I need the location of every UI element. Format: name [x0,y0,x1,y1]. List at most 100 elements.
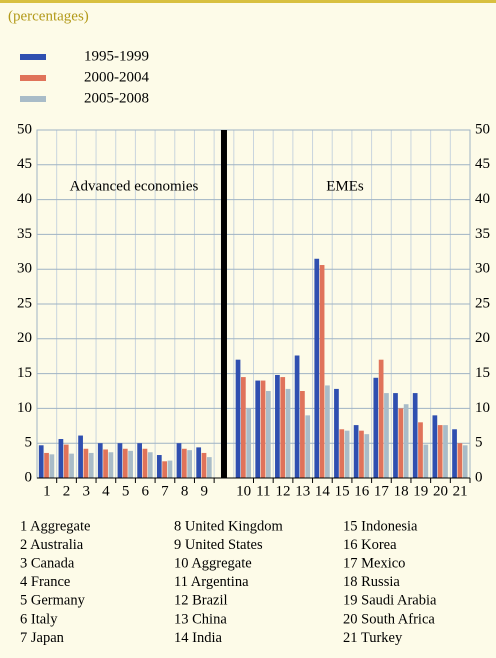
bar [266,391,271,478]
x-tick-label: 18 [394,483,409,499]
note: 3 Canada [20,556,75,572]
y2-tick-label: 30 [475,261,490,277]
x-tick-label: 9 [201,483,209,499]
y2-tick-label: 20 [475,330,490,346]
bar [280,377,286,478]
legend-swatch [20,75,46,81]
x-tick-label: 20 [433,483,448,499]
note: 17 Mexico [343,556,405,572]
y2-tick-label: 5 [475,435,483,451]
bar [373,377,379,478]
y2-tick-label: 15 [475,365,490,381]
y-tick-label: 50 [17,121,32,137]
note: 4 France [20,574,70,590]
bar [176,443,182,478]
note: 2 Australia [20,537,84,553]
y2-tick-label: 50 [475,121,490,137]
bar [364,434,370,478]
bar [167,460,173,478]
note: 11 Argentina [174,574,249,590]
bar [255,380,261,478]
y2-tick-label: 40 [475,191,490,207]
legend-swatch [20,96,46,102]
bar [49,454,55,478]
bar [275,374,280,478]
y-tick-label: 5 [25,435,33,451]
legend-label: 2005-2008 [84,90,149,106]
bar [339,429,345,478]
note: 13 China [174,611,227,627]
bar [88,452,94,478]
bar [462,445,468,478]
note: 21 Turkey [343,630,403,646]
bar [58,439,64,478]
bar [285,388,291,478]
bar [162,461,167,478]
bar [353,425,359,478]
y-tick-label: 45 [17,156,32,172]
x-tick-label: 21 [453,483,468,499]
bar [156,455,162,478]
bar [393,393,398,478]
y2-tick-label: 25 [475,295,490,311]
x-tick-label: 8 [181,483,189,499]
bar [206,457,212,478]
bar [300,391,305,478]
bar [83,448,89,478]
note: 15 Indonesia [343,518,418,534]
bar [97,443,103,478]
x-tick-label: 15 [335,483,350,499]
note: 12 Brazil [174,593,228,609]
x-tick-label: 2 [63,483,71,499]
bar [457,443,463,478]
y-tick-label: 10 [17,400,32,416]
bar [319,265,325,478]
note: 6 Italy [20,611,58,627]
x-tick-label: 7 [161,483,169,499]
bar [142,448,148,478]
legend-swatch [20,54,46,60]
annotation: Advanced economies [70,178,199,194]
note: 8 United Kingdom [174,518,283,534]
x-tick-label: 5 [122,483,130,499]
bar [398,408,404,478]
x-tick-label: 10 [236,483,251,499]
note: 16 Korea [343,537,397,553]
x-tick-label: 13 [295,483,310,499]
bar [122,448,128,478]
x-tick-label: 17 [374,483,390,499]
top-rule [0,0,496,3]
y-tick-label: 40 [17,191,32,207]
legend-label: 2000-2004 [84,69,149,85]
bar [432,415,438,478]
note: 18 Russia [343,574,400,590]
bar [38,445,44,478]
bar [384,393,389,478]
x-tick-label: 11 [256,483,270,499]
bar [334,388,339,478]
y-tick-label: 20 [17,330,32,346]
bar [452,429,457,478]
notes: 1 Aggregate 2 Australia 3 Canada 4 France 5 … [20,518,437,646]
bar [344,430,350,478]
note: 20 South Africa [343,611,435,627]
bar [63,444,69,478]
bar [403,404,409,478]
note: 7 Japan [20,630,65,646]
bar [325,385,330,478]
bar [108,452,114,478]
x-tick-label: 12 [276,483,291,499]
note: 14 India [174,630,222,646]
bar [187,450,192,478]
x-tick-label: 4 [102,483,110,499]
bar [418,422,423,478]
bar [240,377,246,478]
bar [196,447,202,478]
y2-tick-label: 10 [475,400,490,416]
x-tick-label: 19 [413,483,428,499]
y-tick-label: 30 [17,261,32,277]
bar [235,359,241,478]
note: 19 Saudi Arabia [343,593,437,609]
bar [359,430,364,478]
